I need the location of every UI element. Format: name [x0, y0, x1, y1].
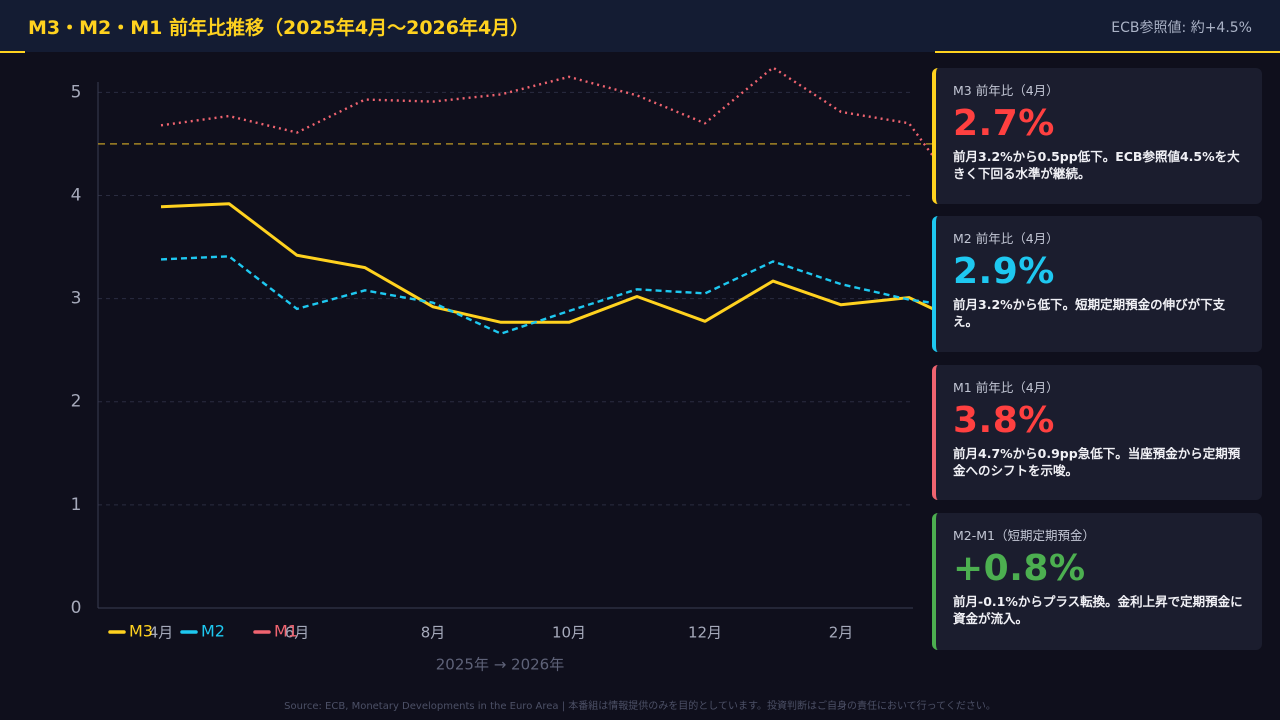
y-tick-label: 4 — [71, 185, 82, 205]
card-title: M2 前年比（4月） — [953, 231, 1059, 246]
x-tick-label: 6月 — [285, 624, 310, 642]
series-line — [160, 202, 935, 324]
card-value: 2.7% — [953, 103, 1055, 144]
legend-label: M3 — [129, 622, 153, 641]
y-tick-label: 3 — [71, 289, 82, 309]
y-tick-label: 0 — [71, 598, 82, 618]
x-tick-label: 2月 — [829, 624, 854, 642]
legend-label: M1 — [274, 622, 298, 641]
summary-card: M2-M1（短期定期預金） +0.8% 前月-0.1%からプラス転換。金利上昇で定期… — [932, 513, 1262, 650]
accent-line — [0, 51, 25, 53]
header-note: ECB参照値: 約+4.5% — [1111, 20, 1252, 36]
card-title: M2-M1（短期定期預金） — [953, 528, 1095, 543]
y-tick-label: 1 — [71, 495, 82, 515]
card-value: +0.8% — [953, 548, 1086, 589]
y-tick-label: 2 — [71, 392, 82, 412]
x-tick-label: 8月 — [421, 624, 446, 642]
series-line — [160, 66, 935, 161]
card-text: 前月3.2%から低下。短期定期預金の伸びが下支え。 — [953, 297, 1226, 329]
series-line — [160, 255, 935, 335]
y-tick-label: 5 — [71, 82, 82, 102]
summary-card: M3 前年比（4月） 2.7% 前月3.2%から0.5pp低下。ECB参照値4.5%… — [932, 68, 1262, 204]
x-tick-label: 12月 — [688, 624, 722, 642]
legend-label: M2 — [201, 622, 225, 641]
card-value: 2.9% — [953, 251, 1055, 292]
card-title: M3 前年比（4月） — [953, 83, 1059, 98]
x-axis-title: 2025年 → 2026年 — [436, 656, 564, 674]
card-title: M1 前年比（4月） — [953, 380, 1059, 395]
accent-line — [935, 51, 1280, 53]
x-tick-label: 10月 — [552, 624, 586, 642]
card-text: 前月4.7%から0.9pp急低下。当座預金から定期預金へのシフトを示唆。 — [953, 446, 1241, 478]
summary-card: M1 前年比（4月） 3.8% 前月4.7%から0.9pp急低下。当座預金から定期預… — [932, 365, 1262, 500]
card-value: 3.8% — [953, 400, 1055, 441]
card-text: 前月3.2%から0.5pp低下。ECB参照値4.5%を大きく下回る水準が継続。 — [953, 149, 1240, 181]
summary-card: M2 前年比（4月） 2.9% 前月3.2%から低下。短期定期預金の伸びが下支え。 — [932, 216, 1262, 352]
card-text: 前月-0.1%からプラス転換。金利上昇で定期預金に資金が流入。 — [953, 594, 1243, 626]
x-tick-label: 4月 — [149, 624, 174, 642]
title: M3・M2・M1 前年比推移（2025年4月〜2026年4月） — [28, 17, 530, 39]
footer: Source: ECB, Monetary Developments in th… — [284, 701, 996, 712]
header: M3・M2・M1 前年比推移（2025年4月〜2026年4月） ECB参照値: … — [0, 0, 1280, 52]
